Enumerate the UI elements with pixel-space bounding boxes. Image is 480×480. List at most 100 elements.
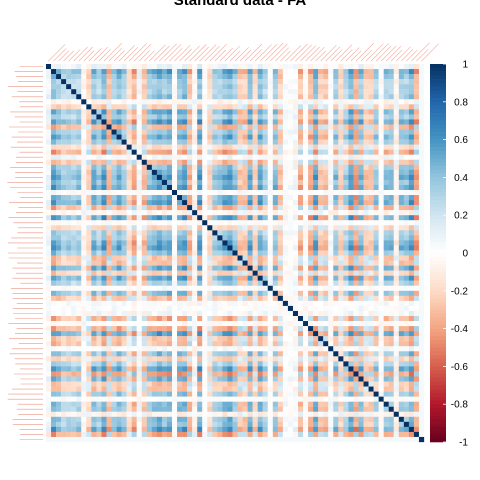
heatmap-cell (192, 195, 198, 201)
heatmap-cell (338, 144, 344, 150)
heatmap-cell (358, 381, 364, 387)
heatmap-cell (343, 290, 349, 296)
heatmap-cell (262, 386, 268, 392)
heatmap-cell (126, 265, 132, 271)
heatmap-cell (318, 99, 324, 105)
heatmap-cell (413, 79, 420, 85)
heatmap-cell (353, 331, 359, 337)
heatmap-cell (313, 69, 319, 75)
heatmap-cell (217, 79, 223, 85)
heatmap-cell (106, 366, 112, 372)
heatmap-cell (398, 139, 404, 145)
heatmap-cell (56, 139, 62, 145)
heatmap-cell (333, 174, 339, 181)
heatmap-cell (131, 305, 137, 312)
heatmap-cell (232, 79, 238, 85)
heatmap-cell (136, 109, 142, 115)
heatmap-cell (413, 159, 420, 165)
heatmap-cell (303, 381, 309, 387)
heatmap-cell (207, 94, 213, 100)
heatmap-cell (373, 381, 379, 387)
heatmap-cell (277, 316, 284, 322)
heatmap-cell (353, 341, 359, 347)
heatmap-cell (141, 305, 147, 312)
heatmap-cell (146, 326, 152, 332)
heatmap-cell (277, 351, 284, 357)
heatmap-cell (378, 114, 384, 120)
heatmap-cell (403, 169, 410, 176)
heatmap-cell (303, 265, 309, 271)
heatmap-cell (51, 245, 57, 251)
heatmap-cell (252, 255, 258, 261)
heatmap-cell (151, 381, 158, 387)
heatmap-cell (298, 316, 304, 322)
heatmap-cell (61, 169, 67, 176)
heatmap-cell (187, 195, 193, 201)
heatmap-cell (61, 270, 67, 276)
heatmap-cell (232, 220, 238, 226)
heatmap-cell (383, 391, 389, 397)
heatmap-cell (262, 316, 268, 322)
heatmap-cell (192, 225, 198, 231)
heatmap-cell (71, 149, 77, 155)
heatmap-cell (237, 114, 243, 120)
heatmap-cell (237, 89, 243, 95)
heatmap-cell (111, 190, 117, 196)
heatmap-cell (303, 94, 309, 100)
heatmap-cell (126, 290, 132, 296)
heatmap-cell (172, 109, 178, 115)
heatmap-cell (373, 366, 379, 372)
heatmap-cell (111, 326, 117, 332)
heatmap-cell (197, 149, 203, 155)
heatmap-cell (116, 195, 122, 201)
heatmap-cell (71, 240, 77, 246)
heatmap-cell (277, 179, 284, 186)
heatmap-cell (323, 321, 329, 327)
heatmap-cell (272, 174, 278, 181)
heatmap-cell (292, 386, 299, 392)
heatmap-cell (252, 305, 258, 312)
heatmap-cell (151, 195, 158, 201)
heatmap-cell (71, 195, 77, 201)
heatmap-cell (232, 159, 238, 165)
heatmap-cell (353, 290, 359, 296)
heatmap-cell (161, 109, 168, 115)
heatmap-cell (141, 184, 147, 191)
heatmap-cell (106, 290, 112, 296)
heatmap-cell (252, 361, 258, 367)
heatmap-cell (56, 295, 62, 302)
heatmap-cell (172, 104, 178, 110)
heatmap-cell (267, 79, 273, 85)
heatmap-cell (166, 326, 173, 332)
heatmap-cell (393, 210, 399, 216)
heatmap-cell (292, 371, 299, 377)
heatmap-cell (177, 305, 183, 312)
heatmap-cell (242, 280, 248, 286)
heatmap-cell (91, 235, 97, 241)
heatmap-cell (383, 220, 389, 226)
heatmap-cell (116, 376, 122, 382)
heatmap-cell (418, 310, 425, 317)
heatmap-cell (141, 250, 147, 256)
heatmap-cell (156, 316, 163, 322)
heatmap-cell (172, 331, 178, 337)
heatmap-cell (363, 351, 369, 357)
heatmap-cell (106, 104, 112, 110)
heatmap-cell (287, 205, 294, 211)
heatmap-cell (323, 179, 329, 186)
heatmap-cell (267, 139, 273, 145)
heatmap-cell (338, 346, 344, 352)
heatmap-cell (131, 341, 137, 347)
heatmap-cell (66, 205, 72, 211)
heatmap-cell (187, 275, 193, 281)
heatmap-cell (106, 64, 112, 70)
heatmap-cell (303, 305, 309, 312)
heatmap-cell (166, 245, 173, 251)
heatmap-cell (86, 174, 92, 181)
heatmap-cell (66, 114, 72, 120)
heatmap-cell (172, 159, 178, 165)
heatmap-cell (61, 250, 67, 256)
heatmap-cell (161, 280, 168, 286)
heatmap-cell (418, 215, 425, 221)
heatmap-cell (398, 270, 404, 276)
